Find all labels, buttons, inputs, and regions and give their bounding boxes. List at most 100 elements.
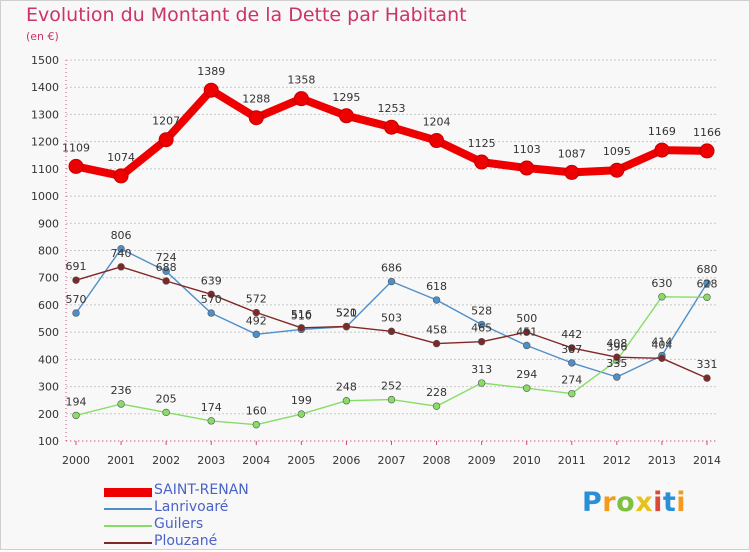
legend-swatch (104, 487, 152, 497)
data-label: 1166 (693, 126, 721, 139)
data-point (207, 417, 215, 425)
y-tick-label: 900 (38, 217, 59, 230)
legend-swatch (104, 508, 152, 510)
x-tick-label: 2013 (648, 454, 676, 467)
y-tick-label: 300 (38, 381, 59, 394)
data-point (387, 327, 396, 336)
data-label: 174 (201, 401, 222, 414)
data-point (609, 162, 625, 178)
y-tick-label: 1000 (31, 190, 59, 203)
data-point (338, 108, 354, 124)
x-tick-label: 2001 (107, 454, 135, 467)
data-point (158, 132, 174, 148)
data-label: 570 (66, 293, 87, 306)
data-label: 248 (336, 381, 357, 394)
data-point (252, 330, 260, 339)
data-point (162, 408, 170, 417)
data-point (519, 160, 535, 176)
data-point (297, 410, 306, 418)
data-label: 570 (201, 293, 222, 306)
y-tick-label: 800 (38, 245, 59, 258)
data-label: 205 (156, 392, 177, 405)
data-label: 521 (336, 306, 357, 319)
chart-subtitle: (en €) (26, 30, 59, 43)
y-tick-label: 1100 (31, 163, 59, 176)
data-point (658, 354, 666, 362)
data-point (613, 353, 621, 361)
x-tick-label: 2009 (468, 454, 496, 467)
legend-label: Lanrivoaré (154, 499, 229, 515)
logo-letter: o (616, 487, 636, 518)
data-label: 442 (561, 328, 582, 341)
proxiti-logo: Proxiti (582, 487, 686, 518)
data-point (568, 389, 576, 398)
data-point (384, 119, 399, 135)
data-point (523, 341, 531, 350)
data-label: 1253 (378, 102, 406, 115)
data-point (429, 133, 445, 149)
y-tick-label: 700 (38, 272, 59, 285)
logo-letter: t (662, 487, 677, 518)
data-point (432, 402, 441, 410)
data-label: 451 (516, 325, 537, 338)
data-label: 465 (471, 322, 492, 335)
x-tick-label: 2000 (62, 454, 90, 467)
data-point (252, 420, 260, 429)
data-label: 724 (156, 251, 177, 264)
data-label: 1295 (332, 91, 360, 104)
y-tick-label: 1300 (31, 108, 59, 121)
data-label: 1103 (513, 143, 541, 156)
data-label: 500 (516, 312, 537, 325)
data-label: 510 (291, 309, 312, 322)
data-label: 274 (561, 374, 582, 387)
data-point (72, 411, 80, 420)
logo-letter: r (602, 487, 617, 518)
data-label: 516 (291, 308, 312, 321)
x-tick-label: 2011 (558, 454, 586, 467)
data-label: 1358 (287, 74, 315, 87)
y-tick-label: 600 (38, 299, 59, 312)
data-point (162, 277, 170, 285)
data-point (252, 308, 260, 317)
data-point (387, 395, 396, 404)
data-point (117, 263, 125, 271)
data-label: 630 (651, 277, 672, 290)
data-label: 520 (336, 307, 357, 320)
data-point (113, 168, 129, 184)
data-point (207, 309, 215, 317)
data-point (568, 344, 576, 352)
x-tick-label: 2003 (197, 454, 225, 467)
x-tick-label: 2002 (152, 454, 180, 467)
y-tick-label: 100 (38, 435, 59, 448)
data-label: 408 (606, 337, 627, 350)
legend-label: Guilers (154, 516, 204, 532)
data-point (477, 320, 486, 329)
legend-swatch (104, 542, 152, 544)
data-point (477, 379, 486, 387)
data-label: 628 (697, 277, 718, 290)
data-label: 1109 (62, 141, 90, 154)
data-point (703, 279, 711, 287)
data-label: 688 (156, 261, 177, 274)
data-point (248, 110, 264, 126)
data-point (72, 276, 80, 284)
data-label: 160 (246, 405, 267, 418)
data-point (162, 267, 170, 275)
data-label: 313 (471, 363, 492, 376)
data-label: 414 (651, 336, 672, 349)
data-label: 404 (651, 338, 672, 351)
logo-letter: i (676, 487, 687, 518)
data-label: 503 (381, 311, 402, 324)
data-label: 387 (561, 343, 582, 356)
data-label: 1389 (197, 65, 225, 78)
data-label: 331 (697, 358, 718, 371)
data-point (207, 290, 215, 299)
data-point (564, 164, 580, 180)
data-point (72, 309, 80, 317)
data-label: 691 (66, 260, 87, 273)
data-label: 335 (606, 357, 627, 370)
data-label: 572 (246, 293, 267, 306)
data-point (387, 277, 396, 286)
data-label: 492 (246, 314, 267, 327)
